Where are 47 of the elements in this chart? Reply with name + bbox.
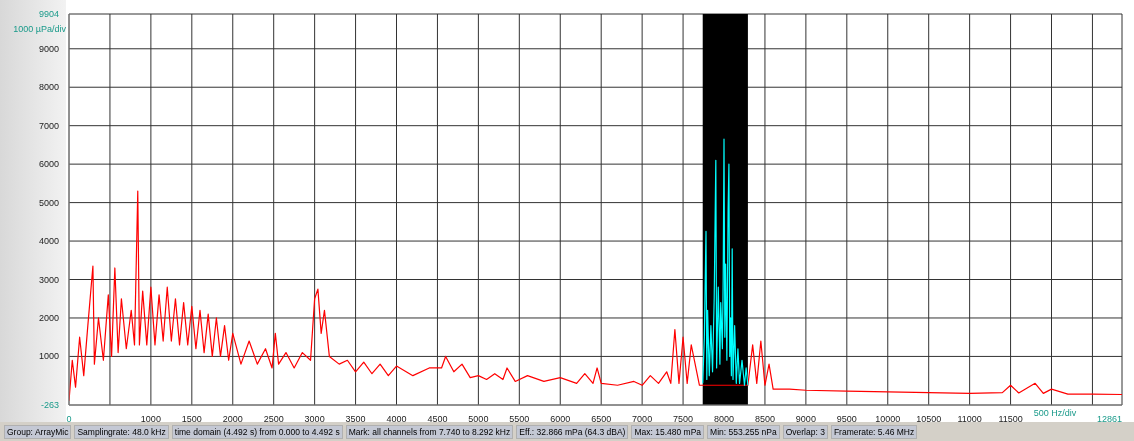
x-tick-label: 4500 bbox=[427, 414, 448, 424]
text: time domain (4.492 s) from 0.000 to 4.492 s bbox=[171, 424, 343, 439]
y-tick-label: -263 bbox=[40, 400, 59, 410]
x-tick-label: 10500 bbox=[916, 414, 942, 424]
line-series bbox=[702, 138, 749, 386]
x-tick-label: 3500 bbox=[345, 414, 366, 424]
x-tick-label: 9500 bbox=[836, 414, 857, 424]
x-tick-label: 8500 bbox=[754, 414, 775, 424]
y-tick-label: 3000 bbox=[38, 274, 59, 285]
x-tick-label: 6500 bbox=[591, 414, 612, 424]
text: Overlap: 3 bbox=[782, 424, 828, 439]
x-tick-label: 11500 bbox=[998, 414, 1023, 424]
y-tick-label: 2000 bbox=[38, 312, 59, 323]
text: Mark: all channels from 7.740 to 8.292 kHz bbox=[345, 424, 514, 439]
y-tick-label: 1000 bbox=[38, 351, 59, 362]
x-axis-title: 500 Hz/div bbox=[1033, 408, 1077, 418]
x-tick-label: 3000 bbox=[304, 414, 325, 424]
text: Eff.: 32.866 mPa (64.3 dBA) bbox=[516, 424, 629, 439]
text: Framerate: 5.46 MHz bbox=[830, 424, 918, 439]
x-tick-label: 10000 bbox=[875, 414, 901, 424]
x-tick-label: 11000 bbox=[957, 414, 982, 424]
x-tick-label: 1500 bbox=[181, 414, 202, 424]
y-axis-title: 1000 µPa/div bbox=[12, 24, 66, 34]
x-tick-label: 5000 bbox=[468, 414, 489, 424]
x-tick-label: 6000 bbox=[550, 414, 571, 424]
text: Max: 15.480 mPa bbox=[631, 424, 705, 439]
x-tick-label: 7500 bbox=[673, 414, 694, 424]
y-tick-label: 7000 bbox=[38, 120, 59, 131]
y-tick-label: 4000 bbox=[38, 236, 59, 247]
text: Samplingrate: 48.0 kHz bbox=[74, 424, 169, 439]
x-tick-label: 5500 bbox=[509, 414, 530, 424]
y-tick-label: 8000 bbox=[38, 82, 59, 93]
text: Min: 553.255 nPa bbox=[707, 424, 780, 439]
text: Group: ArrayMic bbox=[4, 424, 72, 439]
x-tick-label: 12861 bbox=[1096, 414, 1122, 424]
y-tick-label: 9000 bbox=[38, 43, 59, 54]
x-tick-label: 0 bbox=[66, 414, 72, 424]
x-tick-label: 8000 bbox=[713, 414, 735, 424]
x-tick-label: 4000 bbox=[386, 414, 407, 424]
x-tick-label: 7000 bbox=[632, 414, 653, 424]
x-tick-label: 1000 bbox=[140, 414, 161, 424]
x-tick-label: 9000 bbox=[795, 414, 816, 424]
y-tick-label: 6000 bbox=[38, 159, 59, 170]
y-tick-label: 5000 bbox=[38, 197, 59, 208]
x-tick-label: 2000 bbox=[222, 414, 243, 424]
x-tick-label: 2500 bbox=[263, 414, 284, 424]
y-tick-label: 9904 bbox=[38, 9, 59, 19]
